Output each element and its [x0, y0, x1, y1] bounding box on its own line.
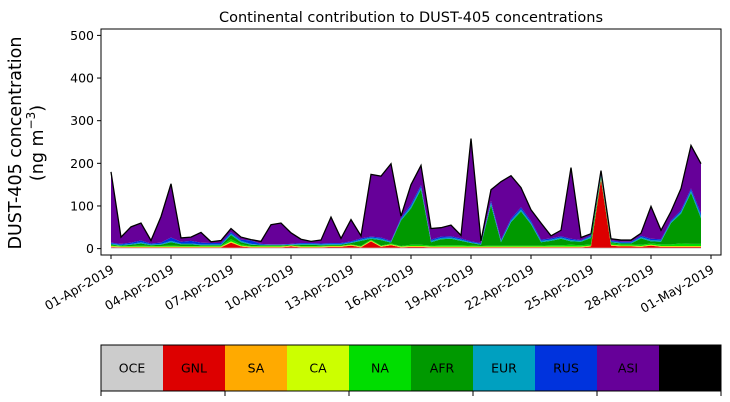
- area-eur: [111, 175, 701, 246]
- y-tick-label: 300: [70, 113, 94, 128]
- y-axis-label-suffix: ): [28, 105, 48, 112]
- legend-swatch-ca: [287, 345, 350, 391]
- legend-label-asi: ASI: [618, 361, 638, 376]
- legend-label-na: NA: [371, 361, 389, 376]
- legend-frame: [100, 344, 722, 392]
- area-layers: [110, 138, 702, 249]
- legend-label-sa: SA: [248, 361, 265, 376]
- legend-swatch-asi: [597, 345, 660, 391]
- y-tick-label: 500: [70, 28, 94, 43]
- area-afr: [111, 176, 701, 247]
- area-asi: [111, 139, 701, 245]
- legend-swatch-aus: [659, 345, 722, 391]
- legend-label-gnl: GNL: [181, 361, 207, 376]
- legend-label-eur: EUR: [491, 361, 517, 376]
- y-axis-label-prefix: (ng m: [28, 129, 48, 181]
- legend-swatch-rus: [535, 345, 598, 391]
- y-axis-label-line2: (ng m−3): [24, 105, 48, 181]
- chart-title: Continental contribution to DUST-405 con…: [219, 10, 603, 26]
- legend-swatch-na: [349, 345, 412, 391]
- legend-swatch-sa: [225, 345, 288, 391]
- legend-swatch-eur: [473, 345, 536, 391]
- legend-label-oce: OCE: [119, 361, 146, 376]
- y-axis-label: DUST-405 concentration (ng m−3): [6, 37, 48, 250]
- y-axis-label-line1: DUST-405 concentration: [6, 37, 26, 250]
- y-tick-label: 100: [70, 198, 94, 213]
- y-tick-label: 0: [86, 241, 94, 256]
- legend-label-aus: AUS: [677, 361, 703, 376]
- legend-swatch-gnl: [163, 345, 226, 391]
- legend-label-rus: RUS: [553, 361, 579, 376]
- legend-label-afr: AFR: [430, 361, 455, 376]
- legend-colorbar: OCE GNL SA CA NA AFR EUR RUS ASI AUS: [100, 344, 722, 396]
- legend-swatch-oce: [101, 345, 164, 391]
- y-tick-label: 200: [70, 156, 94, 171]
- legend-label-ca: CA: [309, 361, 327, 376]
- y-tick-label: 400: [70, 71, 94, 86]
- y-axis-label-exponent: −3: [24, 112, 38, 130]
- total-outline: [110, 138, 702, 243]
- axes: 010020030040050001-Apr-201904-Apr-201907…: [42, 28, 722, 316]
- area-oce: [111, 247, 701, 249]
- legend-swatch-afr: [411, 345, 474, 391]
